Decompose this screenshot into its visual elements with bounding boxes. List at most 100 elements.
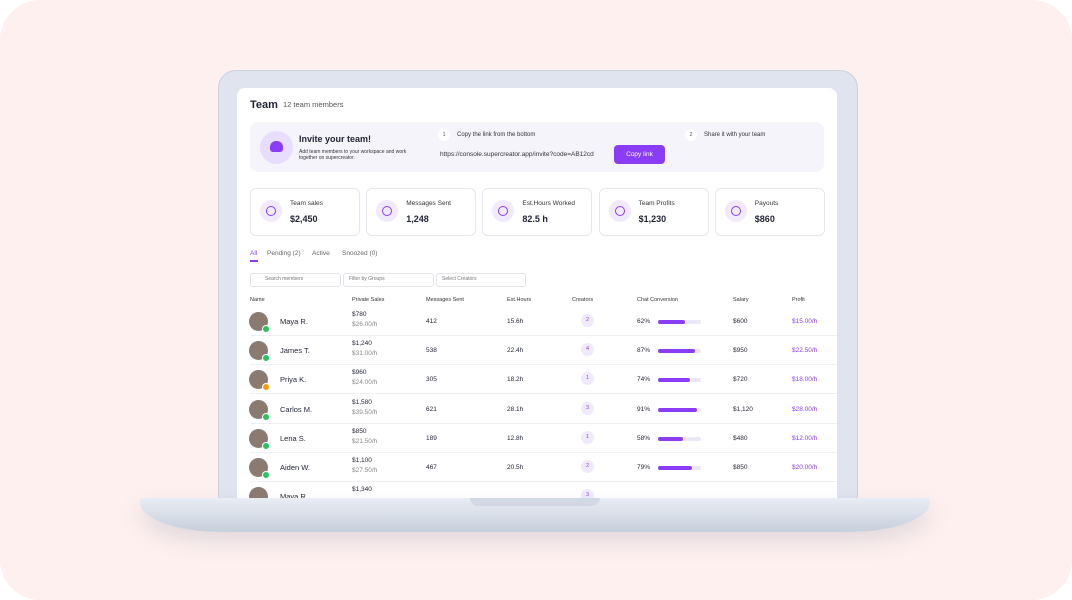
messages: 189 [426,434,437,442]
member-name: Aiden W. [280,463,311,472]
conversion-label: 62% [637,318,651,325]
member-name: James T. [280,346,310,356]
tab[interactable]: Snoozed (0) [342,250,378,257]
status-dot [262,325,270,333]
column-header[interactable]: Creators [572,297,594,303]
private-sales: $1,240 [352,340,372,348]
private-sales: $1,340 [352,486,372,494]
private-sales: $780 [352,311,367,318]
conversion-bar [658,466,692,470]
stat-glyph [382,206,393,216]
stat-glyph [498,206,509,216]
stat-label: Payouts [754,200,779,207]
hourly-rate: $31.00/h [352,350,378,358]
profit: $22.50/h [792,347,818,355]
avatar [249,487,268,500]
hourly-rate: $26.00/h [352,321,378,328]
hourly-rate: $24.00/h [352,379,378,387]
hours: 28.1h [507,405,524,413]
step-number: 2 [685,129,697,141]
column-header[interactable]: Profit [792,297,805,303]
copy-button[interactable]: Copy link [614,145,665,164]
step-number: 1 [438,129,450,141]
salary: $1,120 [733,405,753,413]
creators-badge: 1 [581,372,594,386]
hourly-rate: $21.50/h [352,437,378,445]
column-header[interactable]: Est.Hours [507,297,532,303]
stat-card [250,188,360,236]
stat-glyph [266,206,276,216]
member-name: Maya R. [280,492,308,500]
row-divider [250,335,837,336]
stat-label: Team Profits [638,200,675,207]
stat-card [482,188,593,236]
screen: Team 12 team members Invite your team! Add … [237,88,837,500]
stat-card [598,188,709,236]
stat-value: $860 [754,214,775,224]
hourly-rate: $27.50/h [352,467,378,474]
filter[interactable] [436,273,526,287]
column-header[interactable]: Chat Conversion [637,297,678,303]
column-header: Name [250,297,265,303]
stat-card [714,188,825,236]
messages: 621 [426,405,437,413]
conversion-label: 79% [637,464,651,471]
hours: 18.2h [507,376,524,384]
conversion-label: 91% [637,405,651,413]
invite-glyph [270,141,283,152]
messages: 305 [426,376,437,384]
status-dot [262,441,270,450]
conversion-bar [658,320,685,324]
salary: $600 [733,318,748,325]
hours: 12.8h [507,434,524,442]
invite-url: https://console.supercreator.app/invite?… [440,151,594,158]
member-name: Carlos M. [280,404,313,414]
conversion-bar [658,378,690,383]
filter[interactable] [250,273,341,287]
private-sales: $850 [352,427,367,435]
member-name: Priya K. [280,375,307,385]
stat-value: 82.5 h [522,214,548,224]
creators-badge: 2 [581,460,594,473]
member-name: Lena S. [280,433,306,443]
page-title: Team [250,99,278,111]
messages: 538 [426,347,437,355]
conversion-label: 58% [637,434,651,442]
tab[interactable]: Pending (2) [267,250,301,257]
profit: $18.00/h [792,376,818,384]
stat-label: Team sales [290,200,323,207]
tab[interactable]: All [250,250,258,257]
profit: $15.00/h [792,318,818,325]
filter[interactable] [343,273,434,287]
stat-card [366,188,477,236]
messages: 467 [426,464,437,471]
hours: 22.4h [507,347,524,355]
stat-glyph [614,206,625,216]
laptop-notch [470,498,600,506]
creators-badge: 3 [581,489,594,500]
column-header[interactable]: Messages Sent [426,297,464,303]
tab[interactable]: Active [312,250,330,257]
conversion-bar [658,436,683,441]
private-sales: $960 [352,369,367,377]
creators-badge: 2 [581,314,594,327]
private-sales: $1,100 [352,457,372,464]
row-divider [250,364,837,366]
private-sales: $1,580 [352,398,372,406]
salary: $850 [733,464,748,471]
column-header[interactable]: Private Sales [352,297,385,303]
creators-badge: 1 [581,430,594,444]
stat-value: $1,230 [638,214,667,224]
conversion-bar [658,349,696,354]
filter-text: Select Creators [442,276,477,282]
creators-badge: 4 [581,343,594,357]
column-header[interactable]: Salary [733,297,749,303]
profit: $20.00/h [792,464,818,471]
salary: $950 [733,347,748,355]
row-divider [250,481,837,482]
filter-text: Search members [265,276,304,282]
row-divider [250,451,837,453]
invite-box [250,122,824,172]
tab-underline [250,260,258,262]
